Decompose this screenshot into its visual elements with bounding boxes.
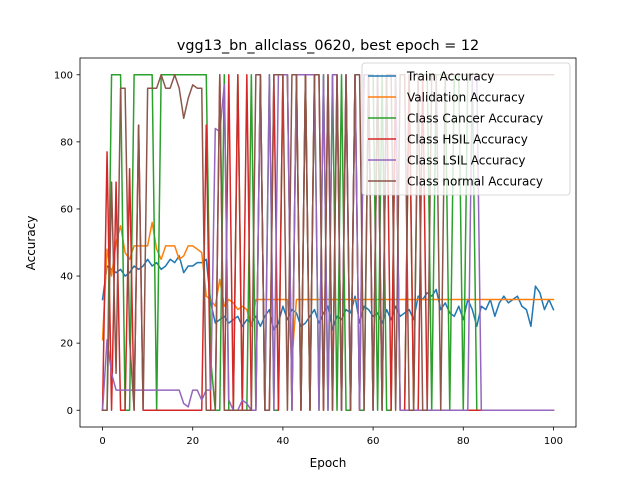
series-line-1 [101, 221, 555, 361]
legend-label-2: Class Cancer Accuracy [407, 112, 543, 126]
chart-title: vgg13_bn_allclass_0620, best epoch = 12 [177, 38, 479, 54]
y-tick-label: 100 [54, 70, 73, 81]
legend: Train Accuracy Validation Accuracy Class C… [361, 62, 571, 196]
x-tick-label: 0 [99, 436, 105, 447]
series-line-0 [101, 255, 555, 331]
y-tick-label: 20 [60, 339, 73, 350]
legend-label-1: Validation Accuracy [407, 91, 525, 105]
legend-label-5: Class normal Accuracy [407, 175, 543, 189]
legend-box [361, 62, 571, 196]
axes: 0 20 40 60 80 100 0 20 40 60 80 100 [54, 57, 577, 447]
legend-label-4: Class LSIL Accuracy [407, 154, 526, 168]
x-tick-label: 100 [544, 436, 563, 447]
x-tick-label: 60 [367, 436, 380, 447]
x-tick-label: 80 [457, 436, 470, 447]
x-tick-label: 20 [186, 436, 199, 447]
x-tick-label: 40 [277, 436, 290, 447]
y-tick-label: 0 [67, 406, 73, 417]
legend-label-0: Train Accuracy [406, 70, 494, 84]
y-axis-label: Accuracy [24, 216, 38, 271]
y-tick-label: 60 [60, 205, 73, 216]
y-tick-label: 80 [60, 137, 73, 148]
axes-frame [79, 57, 577, 428]
legend-label-3: Class HSIL Accuracy [407, 133, 528, 147]
y-tick-label: 40 [60, 272, 73, 283]
x-axis-label: Epoch [310, 456, 347, 470]
